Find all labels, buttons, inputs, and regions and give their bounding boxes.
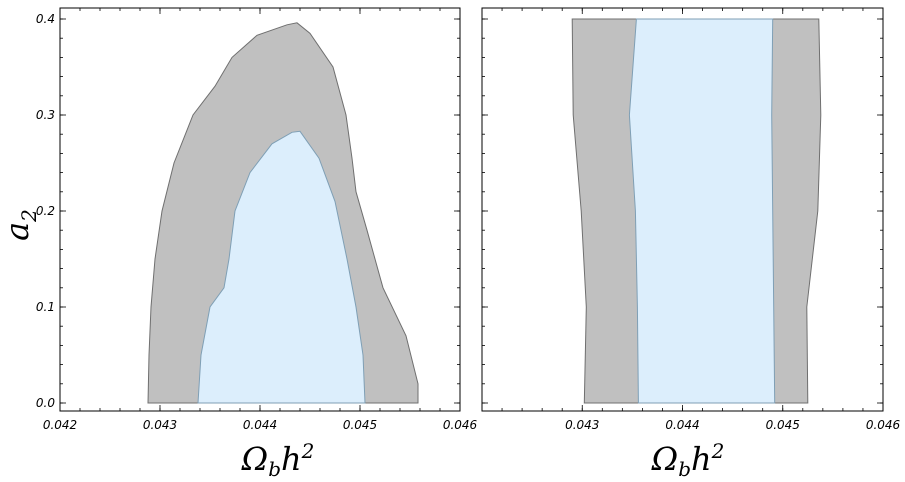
right-x-tick-label: 0.046 xyxy=(866,418,901,432)
right-x-tick-label: 0.045 xyxy=(766,418,800,432)
right-x-tick-label: 0.044 xyxy=(665,418,699,432)
left-x-tick-label: 0.042 xyxy=(43,418,77,432)
left-ticks: 0.042 0.043 0.044 0.045 0.046 0.0 0.1 0.2 0.3 0.4 xyxy=(36,8,478,432)
left-y-tick-label: 0.0 xyxy=(36,396,55,410)
left-regions xyxy=(147,22,419,404)
left-plot-frame xyxy=(59,7,461,412)
right-x-tick-label: 0.043 xyxy=(565,418,599,432)
left-inner-region xyxy=(197,130,366,404)
left-x-tick-label: 0.043 xyxy=(143,418,177,432)
left-x-axis-label: Ωbh2 xyxy=(241,439,315,481)
left-y-tick-label: 0.2 xyxy=(36,204,55,218)
left-y-tick-label: 0.3 xyxy=(36,108,55,122)
left-x-tick-label: 0.044 xyxy=(243,418,277,432)
left-y-axis-label: a2 xyxy=(0,209,41,241)
right-panel: 0.043 0.044 0.045 0.046 Ωbh2 xyxy=(481,7,901,481)
left-y-tick-label: 0.4 xyxy=(36,12,55,26)
right-x-axis-label: Ωbh2 xyxy=(651,439,725,481)
left-x-tick-label: 0.045 xyxy=(343,418,377,432)
left-x-tick-label: 0.046 xyxy=(443,418,478,432)
right-inner-region xyxy=(628,18,776,404)
right-plot-frame xyxy=(481,7,884,412)
left-y-tick-label: 0.1 xyxy=(36,300,55,314)
left-panel: 0.042 0.043 0.044 0.045 0.046 0.0 0.1 0.2 0.3 0.4… xyxy=(0,7,478,481)
right-regions xyxy=(571,18,822,404)
